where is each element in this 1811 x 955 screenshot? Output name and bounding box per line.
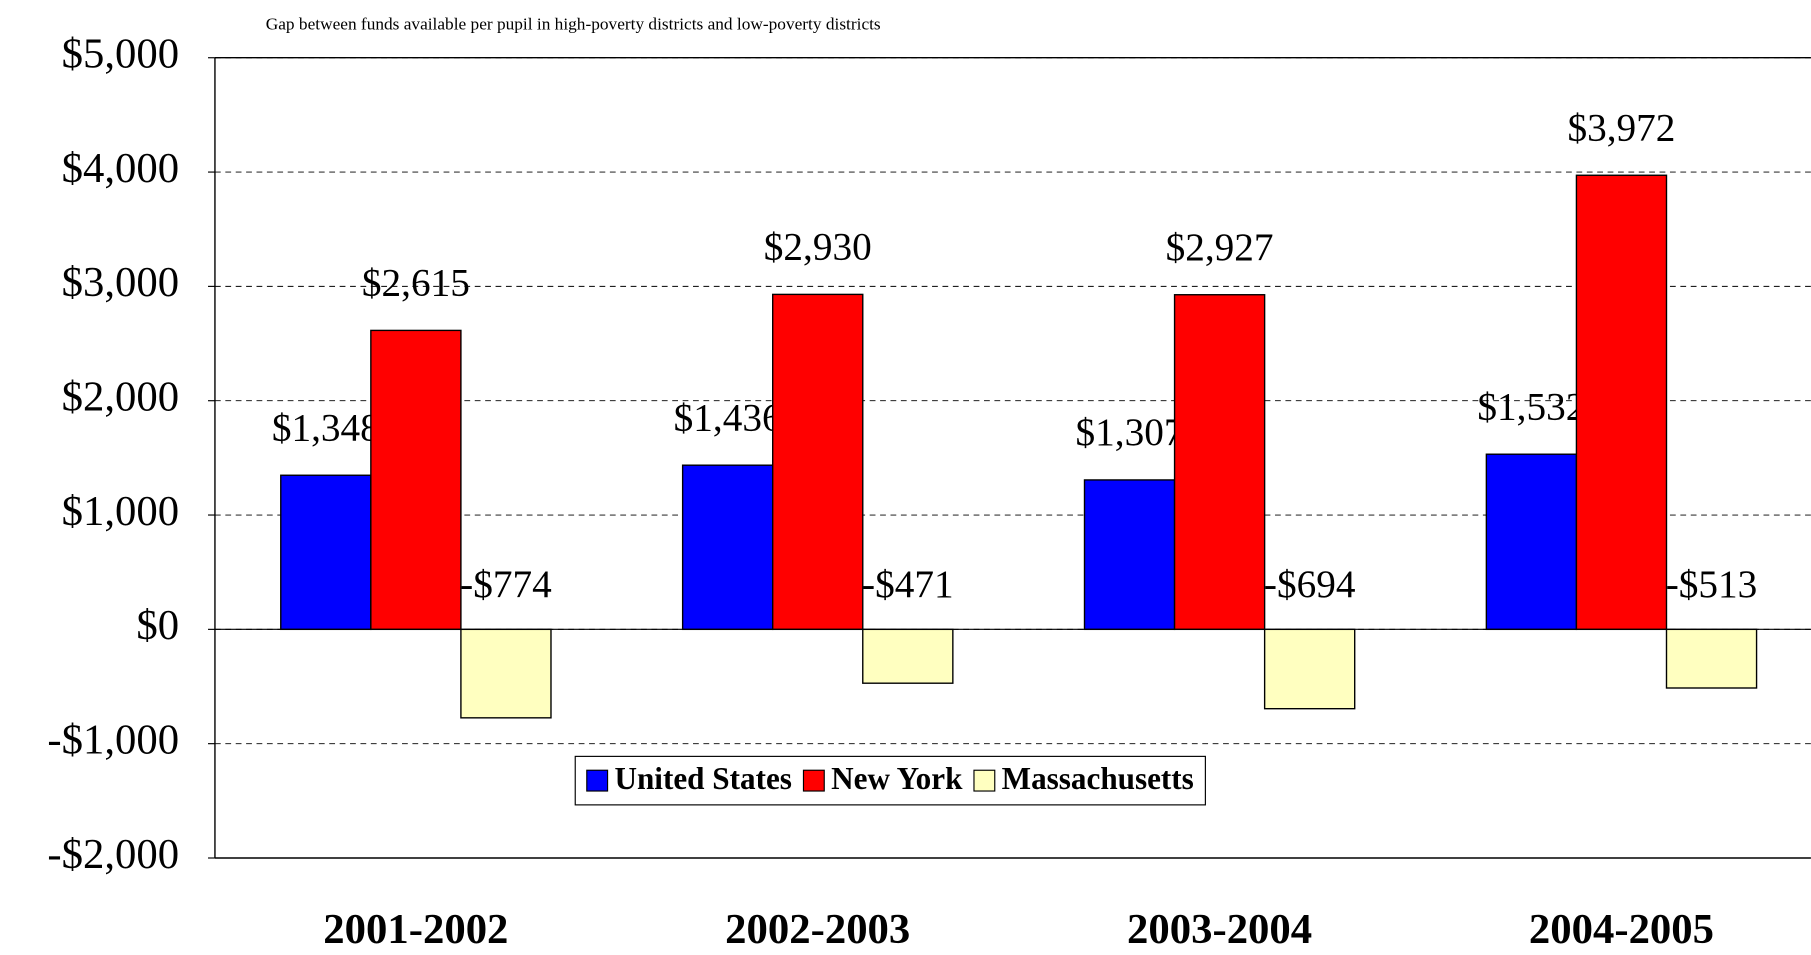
y-tick-label: $0	[136, 602, 179, 649]
legend-label: Massachusetts	[1002, 761, 1194, 796]
value-label: $2,615	[362, 262, 470, 305]
bar	[460, 628, 552, 719]
bar	[280, 474, 372, 631]
x-tick-label: 2001-2002	[323, 906, 508, 953]
value-label: $2,927	[1166, 226, 1274, 269]
x-tick-label: 2002-2003	[725, 906, 910, 953]
y-tick-label: $4,000	[62, 145, 179, 192]
y-tick-label: $1,000	[62, 488, 179, 535]
value-label: $1,436	[674, 396, 782, 439]
bar	[1575, 174, 1668, 631]
value-label: $1,532	[1477, 385, 1585, 428]
legend: United States New York Massachusetts	[574, 755, 1206, 806]
bar	[1173, 294, 1266, 631]
bar	[1485, 453, 1578, 631]
legend-swatch	[973, 769, 996, 792]
legend-label: United States	[614, 761, 791, 796]
legend-box	[574, 755, 1206, 806]
bar	[1083, 479, 1176, 631]
y-tick-label: $5,000	[62, 31, 179, 78]
y-tick-label: -$2,000	[47, 831, 179, 878]
value-label: -$774	[460, 563, 552, 606]
legend-swatch	[586, 769, 609, 792]
value-label: $1,307	[1076, 411, 1184, 454]
value-label: -$694	[1264, 563, 1356, 606]
bar	[862, 628, 954, 684]
bar	[681, 464, 774, 631]
y-tick-label: $2,000	[62, 374, 179, 421]
y-tick-label: $3,000	[62, 259, 179, 306]
x-tick-label: 2004-2005	[1529, 906, 1714, 953]
value-label: -$513	[1666, 563, 1758, 606]
legend-swatch	[802, 769, 825, 792]
y-tick-label: -$1,000	[47, 716, 179, 763]
value-label: $3,972	[1567, 106, 1675, 149]
x-tick-label: 2003-2004	[1127, 906, 1312, 953]
legend-label: New York	[831, 761, 963, 796]
bar	[1263, 628, 1356, 710]
bar	[1665, 628, 1758, 689]
value-label: $1,348	[272, 406, 380, 449]
chart-title: Gap between funds available per pupil in…	[266, 14, 881, 33]
bar	[370, 329, 462, 631]
bar	[772, 293, 864, 631]
value-label: -$471	[862, 563, 954, 606]
value-label: $2,930	[764, 226, 872, 269]
